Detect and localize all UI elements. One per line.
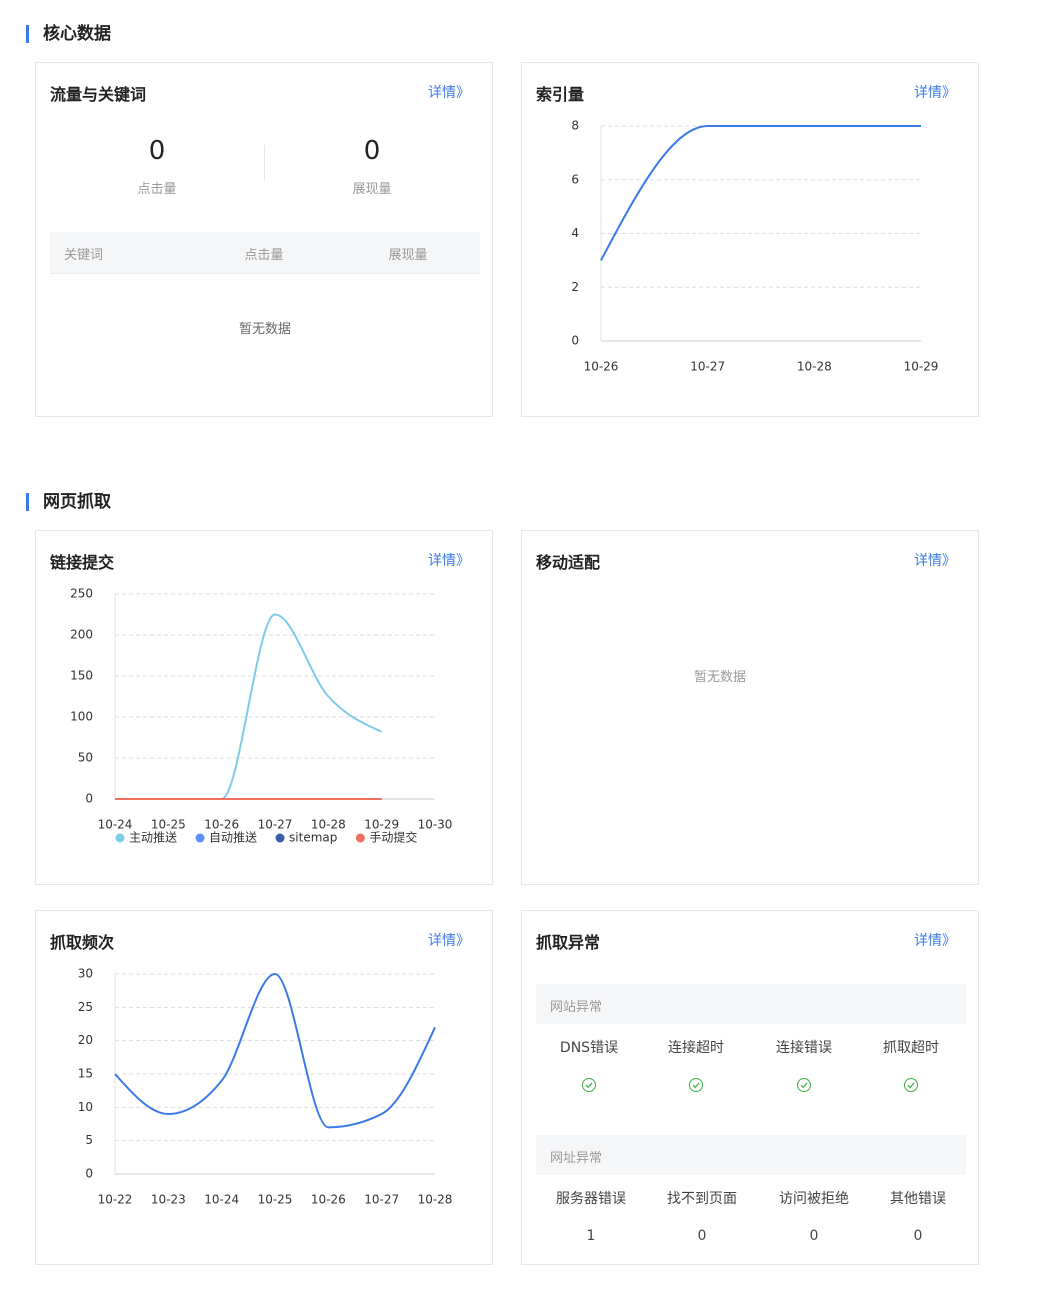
error-type: 其他错误 xyxy=(890,1191,946,1207)
card-title: 抓取频次 xyxy=(50,933,115,952)
empty-text: 暂无数据 xyxy=(238,322,292,337)
error-type: 服务器错误 xyxy=(556,1191,626,1207)
column-header: 展现量 xyxy=(388,248,428,263)
card-title: 索引量 xyxy=(536,85,585,104)
details-link[interactable]: 详情》 xyxy=(914,553,956,569)
card-title: 链接提交 xyxy=(50,553,115,572)
error-count: 0 xyxy=(697,1228,707,1244)
column-header: 点击量 xyxy=(244,248,284,263)
status-icon xyxy=(904,1078,918,1092)
card-title: 流量与关键词 xyxy=(50,85,147,104)
card-title: 移动适配 xyxy=(536,553,601,572)
stat-value: 0 xyxy=(363,136,381,166)
group-title: 网址异常 xyxy=(550,1151,603,1166)
group-header xyxy=(536,984,966,1024)
details-link[interactable]: 详情》 xyxy=(914,85,956,101)
stat-label: 展现量 xyxy=(352,182,392,197)
column-header: 关键词 xyxy=(64,248,104,263)
error-count: 1 xyxy=(586,1228,596,1244)
card xyxy=(521,62,979,417)
details-link[interactable]: 详情》 xyxy=(428,933,470,949)
error-count: 0 xyxy=(809,1228,819,1244)
stat-label: 点击量 xyxy=(137,182,177,197)
divider xyxy=(264,145,265,181)
status-icon xyxy=(582,1078,596,1092)
card-title: 抓取异常 xyxy=(536,933,601,952)
error-type: DNS错误 xyxy=(559,1040,619,1056)
error-type: 访问被拒绝 xyxy=(779,1191,849,1207)
check xyxy=(585,1082,593,1089)
error-count: 0 xyxy=(913,1228,923,1244)
status-icon xyxy=(689,1078,703,1092)
card xyxy=(521,910,979,1265)
group-header xyxy=(536,1135,966,1175)
status-icon xyxy=(797,1078,811,1092)
error-type: 连接错误 xyxy=(776,1040,832,1056)
stat-value: 0 xyxy=(148,136,166,166)
check xyxy=(800,1082,808,1089)
empty-text: 暂无数据 xyxy=(693,670,747,685)
section-title: 核心数据 xyxy=(26,25,111,43)
card xyxy=(35,910,493,1265)
error-type: 找不到页面 xyxy=(667,1191,737,1207)
details-link[interactable]: 详情》 xyxy=(914,933,956,949)
details-link[interactable]: 详情》 xyxy=(428,85,470,101)
group-title: 网站异常 xyxy=(550,1000,603,1015)
check xyxy=(692,1082,700,1089)
check xyxy=(907,1082,915,1089)
section-title: 网页抓取 xyxy=(26,493,111,511)
error-type: 连接超时 xyxy=(668,1040,724,1056)
details-link[interactable]: 详情》 xyxy=(428,553,470,569)
table-header xyxy=(50,232,480,274)
error-type: 抓取超时 xyxy=(883,1040,939,1056)
card xyxy=(521,530,979,885)
card xyxy=(35,62,493,417)
card xyxy=(35,530,493,885)
